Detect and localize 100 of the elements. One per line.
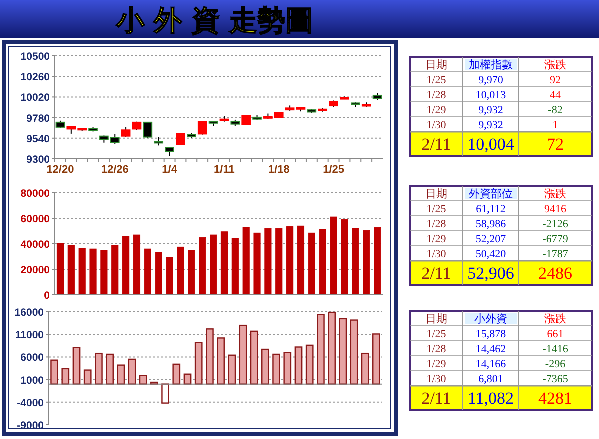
- text: 2486: [538, 264, 572, 283]
- text: 44: [550, 90, 562, 102]
- text: 日期: [426, 188, 448, 200]
- x-tick-label: 1/25: [323, 164, 345, 176]
- y-tick-label: 9300: [26, 154, 50, 166]
- bar: [306, 344, 314, 385]
- text: 外資部位: [469, 188, 513, 200]
- bar: [194, 342, 203, 385]
- bar: [122, 236, 130, 296]
- text: 1/30: [426, 120, 447, 132]
- text: -296: [545, 358, 566, 370]
- text: 61,112: [476, 204, 506, 216]
- text: 2/11: [422, 264, 452, 283]
- y-tick-label: 10500: [20, 51, 50, 63]
- text: 10,004: [468, 135, 515, 154]
- bar: [276, 228, 283, 296]
- text: 1/28: [426, 218, 447, 230]
- y-tick-label: 16000: [14, 307, 44, 319]
- bar: [328, 312, 336, 385]
- bar: [264, 228, 272, 296]
- candlestick: [165, 146, 174, 158]
- text: -82: [548, 104, 563, 116]
- bar: [112, 245, 119, 296]
- x-tick-label: 1/11: [214, 164, 235, 176]
- text: 4281: [538, 389, 572, 408]
- bar: [95, 352, 103, 385]
- y-tick-label: 11000: [15, 330, 44, 342]
- text: 2/11: [422, 135, 452, 154]
- y-tick-label: 60000: [20, 214, 50, 226]
- text: 72: [547, 135, 564, 154]
- text: 1/29: [426, 358, 447, 370]
- text: -1416: [542, 344, 569, 356]
- text: 漲跌: [544, 314, 566, 326]
- bar: [286, 226, 294, 296]
- text: 9,970: [478, 74, 504, 86]
- text: 6,801: [478, 374, 504, 386]
- text: 661: [547, 328, 564, 340]
- bar: [352, 228, 360, 296]
- bar: [56, 243, 64, 296]
- bar: [284, 352, 292, 385]
- text: 52,906: [468, 264, 514, 283]
- x-tick-label: 12/26: [101, 164, 129, 176]
- bar: [106, 354, 114, 385]
- y-tick-label: 10020: [20, 92, 50, 104]
- bar: [188, 250, 196, 296]
- text: 11,082: [468, 389, 514, 408]
- bar: [172, 364, 181, 385]
- text: -7365: [542, 374, 569, 386]
- y-tick-label: 40000: [20, 239, 50, 251]
- text: 1/25: [426, 74, 447, 86]
- bar: [177, 246, 184, 296]
- y-tick-label: 9780: [26, 112, 50, 125]
- y-tick-label: 80000: [20, 188, 50, 200]
- bar: [72, 347, 81, 385]
- bar: [232, 238, 239, 296]
- bar: [166, 257, 174, 296]
- bar: [308, 232, 316, 296]
- bar: [294, 346, 303, 385]
- chart-title: 小 外 資 走勢圖: [115, 4, 314, 37]
- text: 14,166: [476, 358, 507, 370]
- bar: [372, 334, 380, 385]
- text: 9416: [544, 204, 567, 216]
- bar: [250, 330, 258, 385]
- text: 漲跌: [544, 60, 566, 72]
- text: 14,462: [476, 344, 506, 356]
- text: 58,986: [476, 218, 507, 230]
- bar: [100, 250, 108, 296]
- bar: [254, 232, 261, 296]
- text: 9,932: [478, 104, 504, 116]
- bar: [220, 232, 228, 296]
- text: 15,878: [476, 328, 507, 340]
- bar: [90, 248, 97, 296]
- bar: [144, 248, 152, 296]
- bar: [50, 360, 58, 385]
- y-tick-label: 20000: [20, 264, 50, 276]
- bar: [317, 314, 325, 385]
- bar: [341, 220, 348, 296]
- bar: [319, 229, 326, 296]
- text: -1787: [542, 248, 569, 260]
- bar: [239, 324, 248, 385]
- text: 日期: [426, 314, 448, 326]
- bar: [272, 354, 280, 385]
- text: 1/29: [426, 234, 447, 246]
- bar: [199, 237, 206, 296]
- y-tick-label: 9540: [26, 133, 50, 146]
- text: 1/28: [426, 90, 447, 102]
- text: 1: [552, 120, 558, 132]
- bar: [228, 354, 236, 385]
- text: 1/28: [426, 344, 447, 356]
- bar: [363, 230, 370, 296]
- text: 2/11: [422, 389, 452, 408]
- x-tick-label: 12/20: [46, 164, 74, 176]
- text: 1/30: [426, 374, 447, 386]
- x-tick-label: 1/4: [162, 164, 178, 176]
- x-tick-label: 1/18: [268, 164, 290, 176]
- y-tick-label: 6000: [20, 352, 44, 364]
- text: -2126: [542, 218, 569, 230]
- text: 1/25: [426, 204, 447, 216]
- bar: [210, 234, 218, 296]
- text: 1/29: [426, 104, 447, 116]
